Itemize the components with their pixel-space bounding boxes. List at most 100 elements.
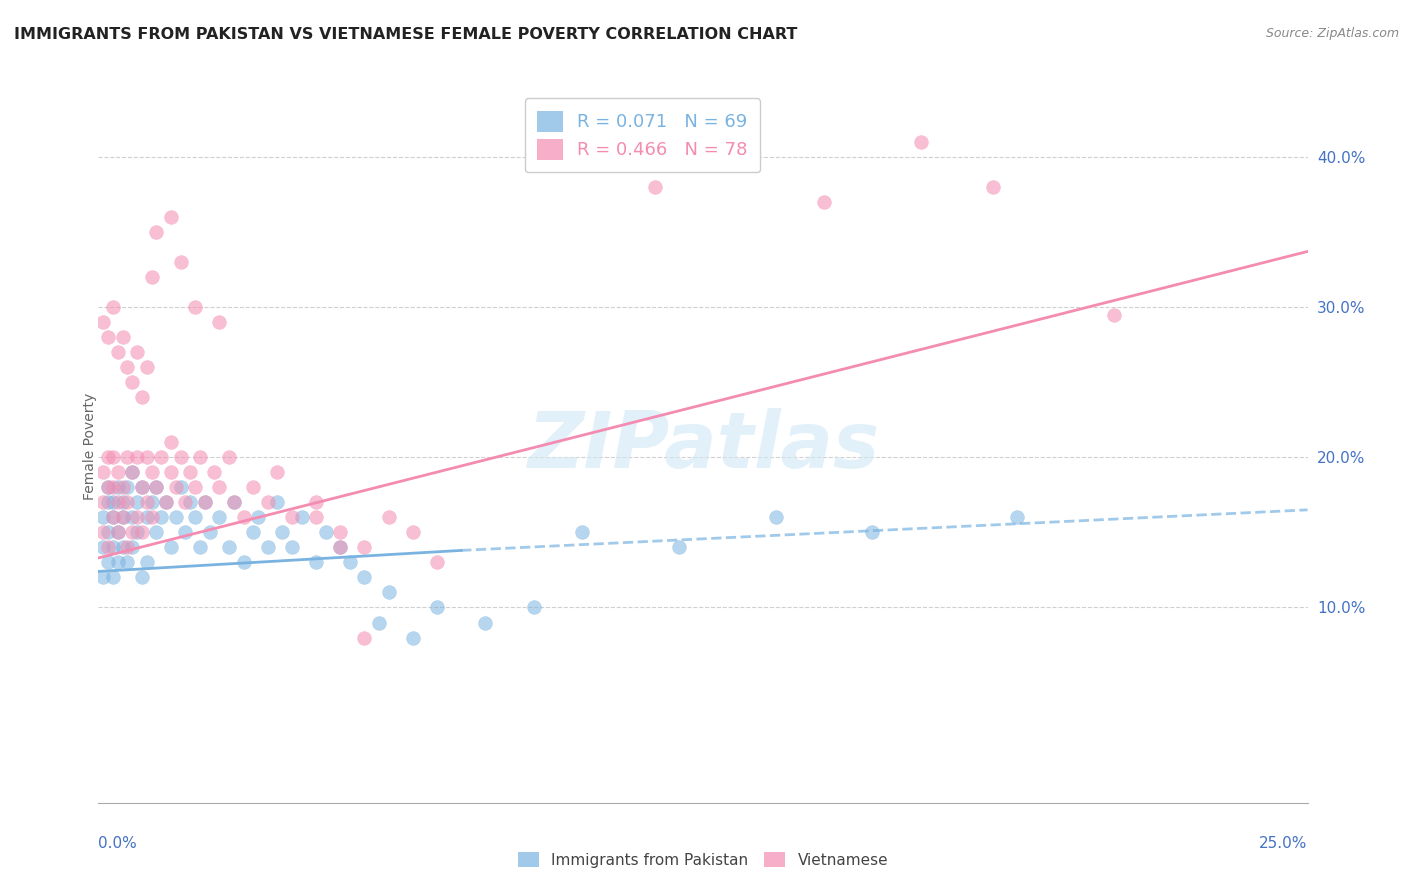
Point <box>315 525 337 540</box>
Point <box>329 541 352 555</box>
Point <box>121 541 143 555</box>
Point <box>97 480 120 494</box>
Text: 0.0%: 0.0% <box>98 836 138 851</box>
Point <box>169 255 191 269</box>
Point <box>111 541 134 555</box>
Point <box>353 631 375 645</box>
Point <box>281 510 304 524</box>
Point <box>174 525 197 540</box>
Point <box>165 510 187 524</box>
Point <box>765 510 787 524</box>
Point <box>377 510 399 524</box>
Point <box>91 510 114 524</box>
Point <box>368 615 391 630</box>
Point <box>107 465 129 479</box>
Point <box>242 525 264 540</box>
Point <box>426 600 449 615</box>
Point <box>165 480 187 494</box>
Text: ZIPatlas: ZIPatlas <box>527 408 879 484</box>
Point <box>141 495 163 509</box>
Point <box>101 480 124 494</box>
Text: 25.0%: 25.0% <box>1260 836 1308 851</box>
Point <box>290 510 312 524</box>
Point <box>256 541 278 555</box>
Point <box>188 541 211 555</box>
Point <box>117 480 139 494</box>
Text: Source: ZipAtlas.com: Source: ZipAtlas.com <box>1265 27 1399 40</box>
Point <box>339 556 361 570</box>
Point <box>329 541 352 555</box>
Point <box>121 525 143 540</box>
Point <box>194 495 217 509</box>
Point <box>184 480 207 494</box>
Point <box>91 465 114 479</box>
Point <box>174 495 197 509</box>
Point <box>127 510 149 524</box>
Point <box>121 465 143 479</box>
Point <box>111 510 134 524</box>
Point <box>305 556 328 570</box>
Point <box>117 495 139 509</box>
Point <box>377 585 399 599</box>
Point <box>184 510 207 524</box>
Point <box>305 510 328 524</box>
Point <box>141 465 163 479</box>
Point <box>169 480 191 494</box>
Point <box>91 315 114 329</box>
Point <box>256 495 278 509</box>
Point <box>101 300 124 314</box>
Point <box>1102 308 1125 322</box>
Point <box>426 556 449 570</box>
Point <box>97 495 120 509</box>
Point <box>184 300 207 314</box>
Point <box>204 465 226 479</box>
Point <box>242 480 264 494</box>
Point <box>117 360 139 375</box>
Point <box>107 495 129 509</box>
Point <box>101 541 124 555</box>
Point <box>160 210 183 224</box>
Point <box>160 465 183 479</box>
Point <box>127 345 149 359</box>
Point <box>127 450 149 465</box>
Point <box>179 465 201 479</box>
Point <box>107 480 129 494</box>
Point <box>910 135 932 149</box>
Point <box>402 631 425 645</box>
Point <box>101 510 124 524</box>
Point <box>266 495 288 509</box>
Point <box>160 435 183 450</box>
Point <box>131 525 153 540</box>
Point <box>188 450 211 465</box>
Point <box>271 525 294 540</box>
Point <box>135 360 157 375</box>
Point <box>107 525 129 540</box>
Point <box>232 510 254 524</box>
Point <box>111 495 134 509</box>
Point <box>981 179 1004 194</box>
Point <box>155 495 177 509</box>
Point <box>668 541 690 555</box>
Point <box>107 556 129 570</box>
Point <box>141 270 163 285</box>
Point <box>121 510 143 524</box>
Point <box>353 570 375 584</box>
Point <box>121 465 143 479</box>
Point <box>131 570 153 584</box>
Point <box>145 225 167 239</box>
Point <box>101 495 124 509</box>
Point <box>860 525 883 540</box>
Point <box>117 450 139 465</box>
Text: IMMIGRANTS FROM PAKISTAN VS VIETNAMESE FEMALE POVERTY CORRELATION CHART: IMMIGRANTS FROM PAKISTAN VS VIETNAMESE F… <box>14 27 797 42</box>
Point <box>91 541 114 555</box>
Point <box>135 450 157 465</box>
Point <box>117 541 139 555</box>
Point <box>218 450 240 465</box>
Y-axis label: Female Poverty: Female Poverty <box>83 392 97 500</box>
Point <box>111 330 134 344</box>
Point <box>145 525 167 540</box>
Point <box>179 495 201 509</box>
Point <box>145 480 167 494</box>
Point <box>1007 510 1029 524</box>
Point <box>97 450 120 465</box>
